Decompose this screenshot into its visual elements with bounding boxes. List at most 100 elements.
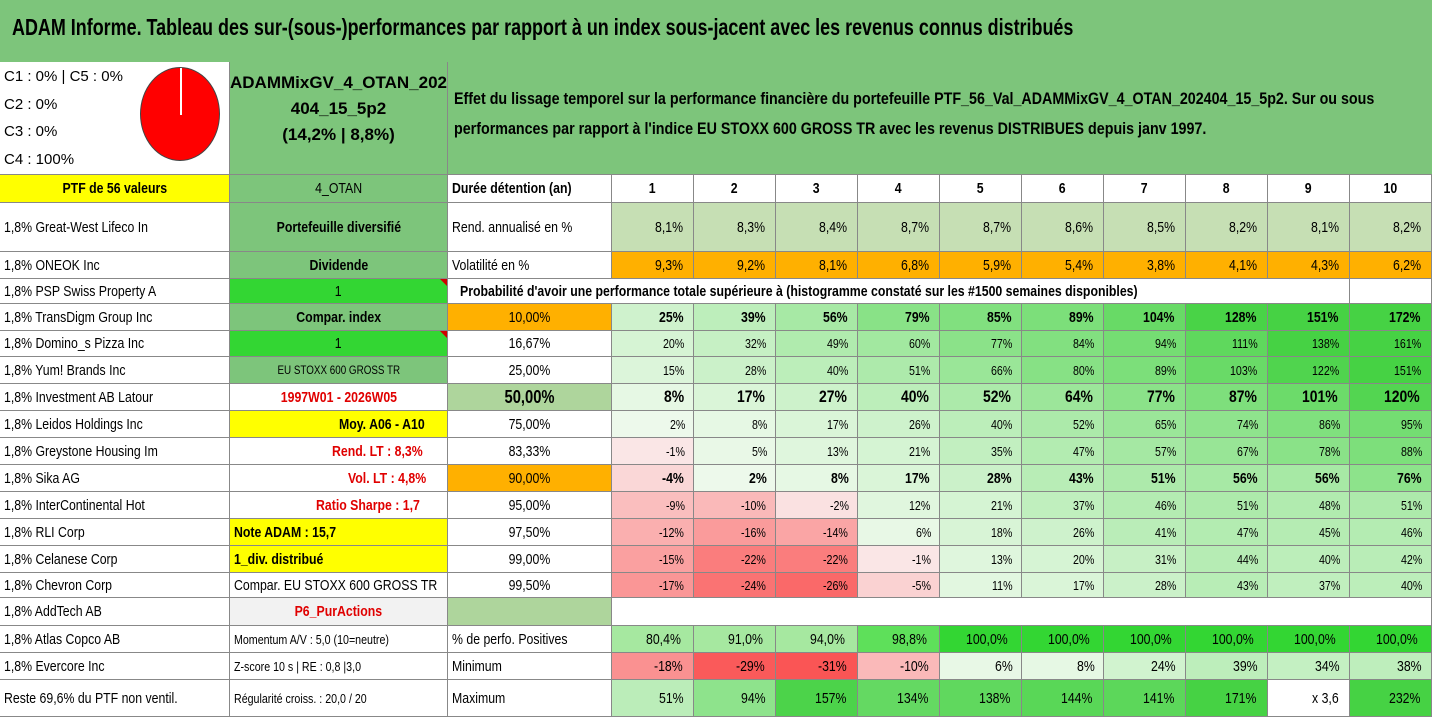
probability-value-text: 103% [1229, 362, 1258, 378]
probability-value: 78% [1268, 438, 1350, 465]
probability-value: 17% [694, 384, 776, 411]
report-title: ADAM Informe. Tableau des sur-(sous-)per… [12, 14, 1074, 40]
probability-value: 8% [612, 384, 694, 411]
probability-value-text: 67% [1236, 443, 1259, 459]
probability-level: 95,00% [448, 492, 612, 519]
probability-value-text: 25% [658, 308, 684, 326]
probability-value: 56% [1268, 465, 1350, 492]
param-cell-text: Note ADAM : 15,7 [234, 523, 337, 541]
probability-level: 99,00% [448, 546, 612, 573]
probability-value-text: 42% [1400, 551, 1423, 567]
minimum-value-text: -18% [653, 657, 683, 675]
param-cell-text: 1 [335, 282, 342, 300]
probability-value: -12% [612, 519, 694, 546]
positive-value-text: 98,8% [892, 630, 928, 648]
return-label-text: Rend. annualisé en % [452, 218, 573, 236]
probability-value: 64% [1022, 384, 1104, 411]
holding-row-text: 1,8% Yum! Brands Inc [4, 361, 126, 379]
probability-value-text: 56% [822, 308, 848, 326]
probability-value: 26% [1022, 519, 1104, 546]
year-header-2: 2 [694, 175, 776, 203]
probability-value-text: 8% [831, 469, 850, 487]
probability-value: 86% [1268, 411, 1350, 438]
probability-value-text: 78% [1318, 443, 1341, 459]
probability-value: 44% [1186, 546, 1268, 573]
probability-value-text: -12% [658, 524, 684, 540]
probability-value-text: 86% [1318, 416, 1341, 432]
probability-value: -9% [612, 492, 694, 519]
year-header-4: 4 [858, 175, 940, 203]
probability-value-text: 57% [1154, 443, 1177, 459]
maximum-value-text: 138% [978, 689, 1011, 707]
probability-value-text: 51% [1150, 469, 1176, 487]
probability-value-text: 40% [1318, 551, 1341, 567]
year-header-7-text: 7 [1141, 180, 1148, 197]
probability-value: 122% [1268, 357, 1350, 384]
probability-value-text: 89% [1068, 308, 1094, 326]
probability-value: -26% [776, 573, 858, 598]
probability-value: 85% [940, 304, 1022, 331]
probability-value-text: 40% [990, 416, 1013, 432]
param-cell: Régularité croiss. : 20,0 / 20 [230, 680, 448, 717]
probability-value-text: 13% [990, 551, 1013, 567]
maximum-value-text: 232% [1388, 689, 1421, 707]
probability-value: 2% [694, 465, 776, 492]
probability-level: 16,67% [448, 331, 612, 357]
holding-row-text: 1,8% AddTech AB [4, 603, 102, 620]
probability-value-text: 161% [1393, 336, 1422, 351]
minimum-value: 6% [940, 653, 1022, 680]
param-cell-text: Dividende [309, 256, 368, 274]
probability-value-text: -17% [658, 577, 684, 593]
probability-value: 21% [940, 492, 1022, 519]
holding-row: 1,8% AddTech AB [0, 598, 230, 626]
probability-value: 76% [1350, 465, 1432, 492]
probability-value: 45% [1268, 519, 1350, 546]
probability-value-text: 151% [1306, 308, 1339, 326]
probability-value: 28% [940, 465, 1022, 492]
probability-value-text: 39% [740, 308, 766, 326]
probability-value: 172% [1350, 304, 1432, 331]
probability-value-text: 74% [1236, 416, 1259, 432]
return-value-text: 8,1% [1310, 218, 1339, 236]
return-value: 8,7% [940, 203, 1022, 252]
probability-value-text: 138% [1311, 336, 1340, 351]
probability-value-text: 65% [1154, 416, 1177, 432]
minimum-value-text: 8% [1077, 657, 1096, 675]
probability-value: 103% [1186, 357, 1268, 384]
holding-row: 1,8% Great-West Lifeco In [0, 203, 230, 252]
maximum-value-text: 157% [814, 689, 847, 707]
probability-value: 49% [776, 331, 858, 357]
param-cell-text: EU STOXX 600 GROSS TR [277, 363, 400, 377]
maximum-value: 144% [1022, 680, 1104, 717]
probability-value: 25% [612, 304, 694, 331]
probability-value-text: 151% [1393, 362, 1422, 378]
param-cell: P6_PurActions [230, 598, 448, 626]
probability-value-text: 40% [1400, 577, 1423, 593]
probability-value: 31% [1104, 546, 1186, 573]
probability-value: 37% [1268, 573, 1350, 598]
param-cell-text: 1 [335, 335, 342, 352]
positive-value-text: 80,4% [646, 630, 682, 648]
minimum-value-text: -31% [817, 657, 847, 675]
param-cell-text: Vol. LT : 4,8% [347, 469, 426, 487]
year-header-8: 8 [1186, 175, 1268, 203]
probability-value-text: 95% [1400, 416, 1423, 432]
probability-value-text: 80% [1072, 362, 1095, 378]
probability-value-text: 17% [1072, 577, 1095, 593]
holding-row: 1,8% PSP Swiss Property A [0, 279, 230, 304]
probability-value-text: 8% [752, 416, 768, 432]
param-cell-text: Z-score 10 s | RE : 0,8 |3,0 [234, 658, 361, 674]
holding-row-text: 1,8% Leidos Holdings Inc [4, 415, 143, 433]
probability-value: 47% [1186, 519, 1268, 546]
probability-value: 43% [1186, 573, 1268, 598]
probability-value-text: 47% [1236, 524, 1259, 540]
probability-value: 84% [1022, 331, 1104, 357]
probability-value-text: 21% [990, 497, 1013, 513]
probability-level: 83,33% [448, 438, 612, 465]
param-cell: Moy. A06 - A10 [230, 411, 448, 438]
probability-value-text: 76% [1396, 469, 1422, 487]
probability-value: 151% [1268, 304, 1350, 331]
probability-value: 57% [1104, 438, 1186, 465]
duration-header-text: Durée détention (an) [452, 180, 572, 197]
